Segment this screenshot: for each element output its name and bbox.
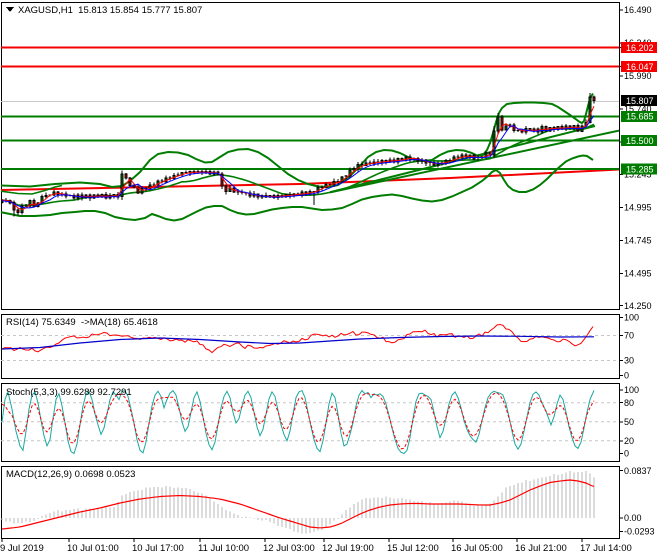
- svg-text:15.685: 15.685: [626, 112, 654, 122]
- svg-text:15.285: 15.285: [626, 165, 654, 175]
- svg-text:11 Jul 10:00: 11 Jul 10:00: [198, 543, 249, 554]
- svg-text:16 Jul 21:00: 16 Jul 21:00: [515, 543, 567, 554]
- svg-text:0.00: 0.00: [624, 513, 642, 523]
- svg-text:30: 30: [624, 356, 634, 366]
- svg-text:15 Jul 12:00: 15 Jul 12:00: [387, 543, 439, 554]
- svg-text:80: 80: [624, 398, 634, 408]
- svg-text:16.047: 16.047: [626, 62, 654, 72]
- svg-text:16.202: 16.202: [626, 43, 654, 53]
- svg-text:16.490: 16.490: [624, 5, 652, 15]
- svg-text:12 Jul 19:00: 12 Jul 19:00: [322, 543, 374, 554]
- svg-text:100: 100: [624, 385, 639, 395]
- svg-text:15.990: 15.990: [624, 71, 652, 81]
- svg-text:14.250: 14.250: [624, 301, 652, 311]
- svg-text:0: 0: [624, 371, 629, 381]
- svg-text:10 Jul 01:00: 10 Jul 01:00: [67, 543, 119, 554]
- svg-text:Stoch(5,3,3) 99.6289 92.7291: Stoch(5,3,3) 99.6289 92.7291: [6, 387, 132, 398]
- svg-text:15.500: 15.500: [626, 136, 654, 146]
- svg-text:14.995: 14.995: [624, 203, 652, 213]
- svg-text:70: 70: [624, 331, 634, 341]
- svg-text:0: 0: [624, 449, 629, 459]
- svg-text:10 Jul 17:00: 10 Jul 17:00: [132, 543, 184, 554]
- svg-text:14.495: 14.495: [624, 269, 652, 279]
- svg-text:9 Jul 2019: 9 Jul 2019: [0, 543, 44, 554]
- svg-text:0.0837: 0.0837: [624, 466, 652, 476]
- svg-text:20: 20: [624, 436, 634, 446]
- svg-text:100: 100: [624, 313, 639, 323]
- svg-text:-0.0293: -0.0293: [624, 527, 655, 537]
- svg-text:MACD(12,26,9) 0.0698 0.0523: MACD(12,26,9) 0.0698 0.0523: [6, 469, 135, 480]
- svg-text:14.745: 14.745: [624, 236, 652, 246]
- svg-text:RSI(14) 75.6349 ->MA(18) 65.4: RSI(14) 75.6349 ->MA(18) 65.4618: [6, 317, 158, 328]
- svg-text:16 Jul 05:00: 16 Jul 05:00: [451, 543, 503, 554]
- svg-text:XAGUSD,H1 15.813 15.854 15.77: XAGUSD,H1 15.813 15.854 15.777 15.807: [18, 5, 202, 16]
- svg-text:12 Jul 03:00: 12 Jul 03:00: [263, 543, 315, 554]
- svg-text:17 Jul 14:00: 17 Jul 14:00: [580, 543, 632, 554]
- svg-text:15.740: 15.740: [624, 104, 652, 114]
- svg-text:50: 50: [624, 417, 634, 427]
- svg-text:15.807: 15.807: [626, 96, 654, 106]
